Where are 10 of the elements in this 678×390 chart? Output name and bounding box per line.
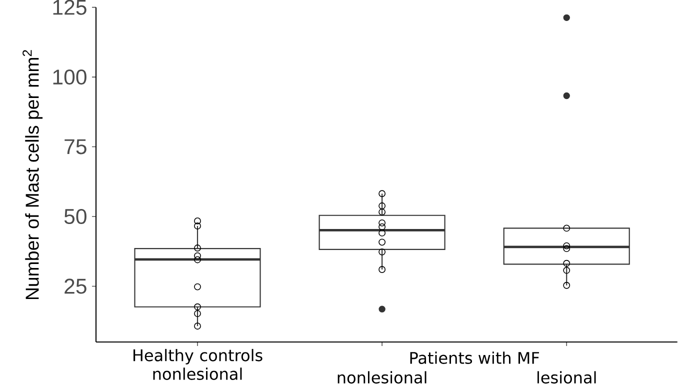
x-tick-label: lesional: [537, 371, 596, 384]
x-tick-label: Healthy controls nonlesional: [134, 348, 262, 380]
y-axis-title: Number of Mast cells per mm$^{2}$: [22, 50, 43, 299]
y-tick-label: 50: [64, 208, 86, 224]
y-tick-label: 125: [53, 0, 86, 15]
y-tick-label: 75: [64, 139, 86, 154]
y-tick-label: 25: [64, 278, 86, 294]
x-tick-label: nonlesional: [338, 371, 426, 384]
y-tick-label: 100: [53, 70, 86, 85]
text: Patients with MF: [410, 352, 539, 364]
